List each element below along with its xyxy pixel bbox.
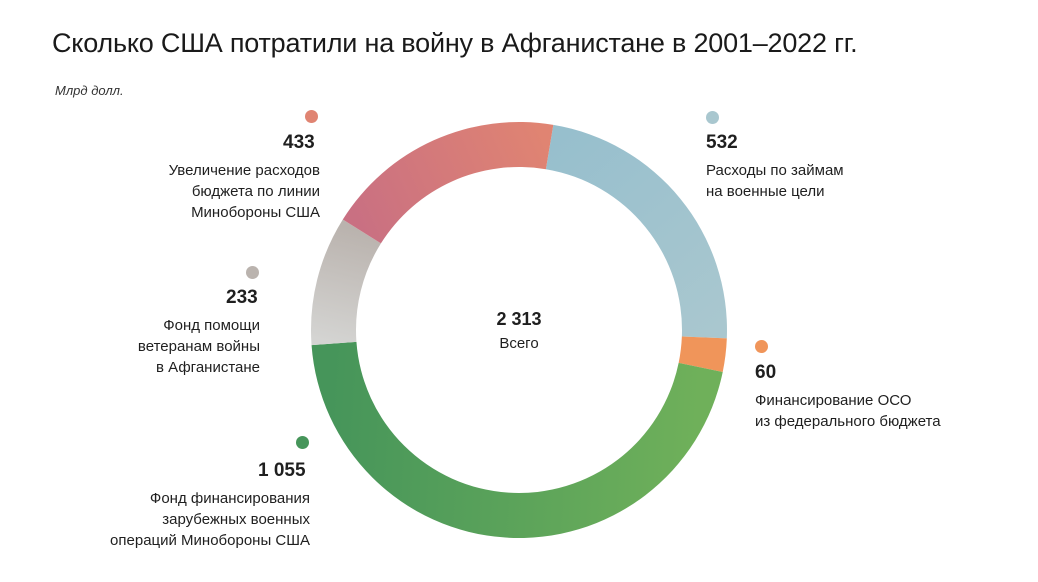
- total-label: Всего: [499, 335, 539, 352]
- callout-overseas-ops: 1 055 Фонд финансирования зарубежных вое…: [60, 460, 310, 551]
- slice-label-line: Минобороны США: [191, 204, 320, 221]
- slice-label-line: ветеранам войны: [137, 338, 260, 355]
- value-label: 532: [706, 132, 738, 153]
- legend-dot-overseas-ops: [296, 436, 309, 449]
- slice-overseas-ops: [311, 341, 723, 538]
- value-label: 433: [283, 132, 315, 153]
- total-value: 2 313: [496, 309, 542, 329]
- chart-title: Сколько США потратили на войну в Афганис…: [52, 28, 858, 58]
- slice-label-line: Фонд помощи: [163, 317, 260, 334]
- legend-dot-oco: [755, 340, 768, 353]
- legend-dot-veterans: [246, 266, 259, 279]
- callout-veterans: 233 Фонд помощи ветеранам войны в Афгани…: [80, 287, 260, 378]
- callout-defense-budget: 433 Увеличение расходов бюджета по линии…: [120, 132, 320, 223]
- slice-label-line: зарубежных военных: [162, 511, 310, 528]
- unit-label: Млрд долл.: [55, 83, 124, 98]
- callout-borrowing: 532 Расходы по займам на военные цели: [706, 132, 844, 202]
- value-label: 60: [755, 362, 777, 383]
- value-label: 1 055: [258, 460, 306, 481]
- slice-label-line: Финансирование ОСО: [755, 392, 912, 409]
- slice-defense-budget: [342, 122, 554, 244]
- slice-label-line: Фонд финансирования: [149, 490, 310, 507]
- slice-label-line: Расходы по займам: [706, 162, 844, 179]
- slice-label-line: в Афганистане: [156, 359, 260, 376]
- slice-label-line: бюджета по линии: [191, 183, 320, 200]
- slice-label-line: операций Минобороны США: [110, 532, 310, 549]
- callout-oco: 60 Финансирование ОСО из федерального бю…: [755, 362, 941, 432]
- slice-label-line: на военные цели: [706, 183, 825, 200]
- slice-oco: [678, 336, 727, 372]
- value-label: 233: [226, 287, 258, 308]
- slice-label-line: из федерального бюджета: [755, 413, 941, 430]
- slice-veterans: [311, 219, 381, 346]
- slice-borrowing: [545, 124, 728, 339]
- slice-label-line: Увеличение расходов: [168, 162, 320, 179]
- legend-dot-defense-budget: [305, 110, 318, 123]
- legend-dot-borrowing: [706, 111, 719, 124]
- donut-center: 2 313 Всего: [419, 309, 619, 352]
